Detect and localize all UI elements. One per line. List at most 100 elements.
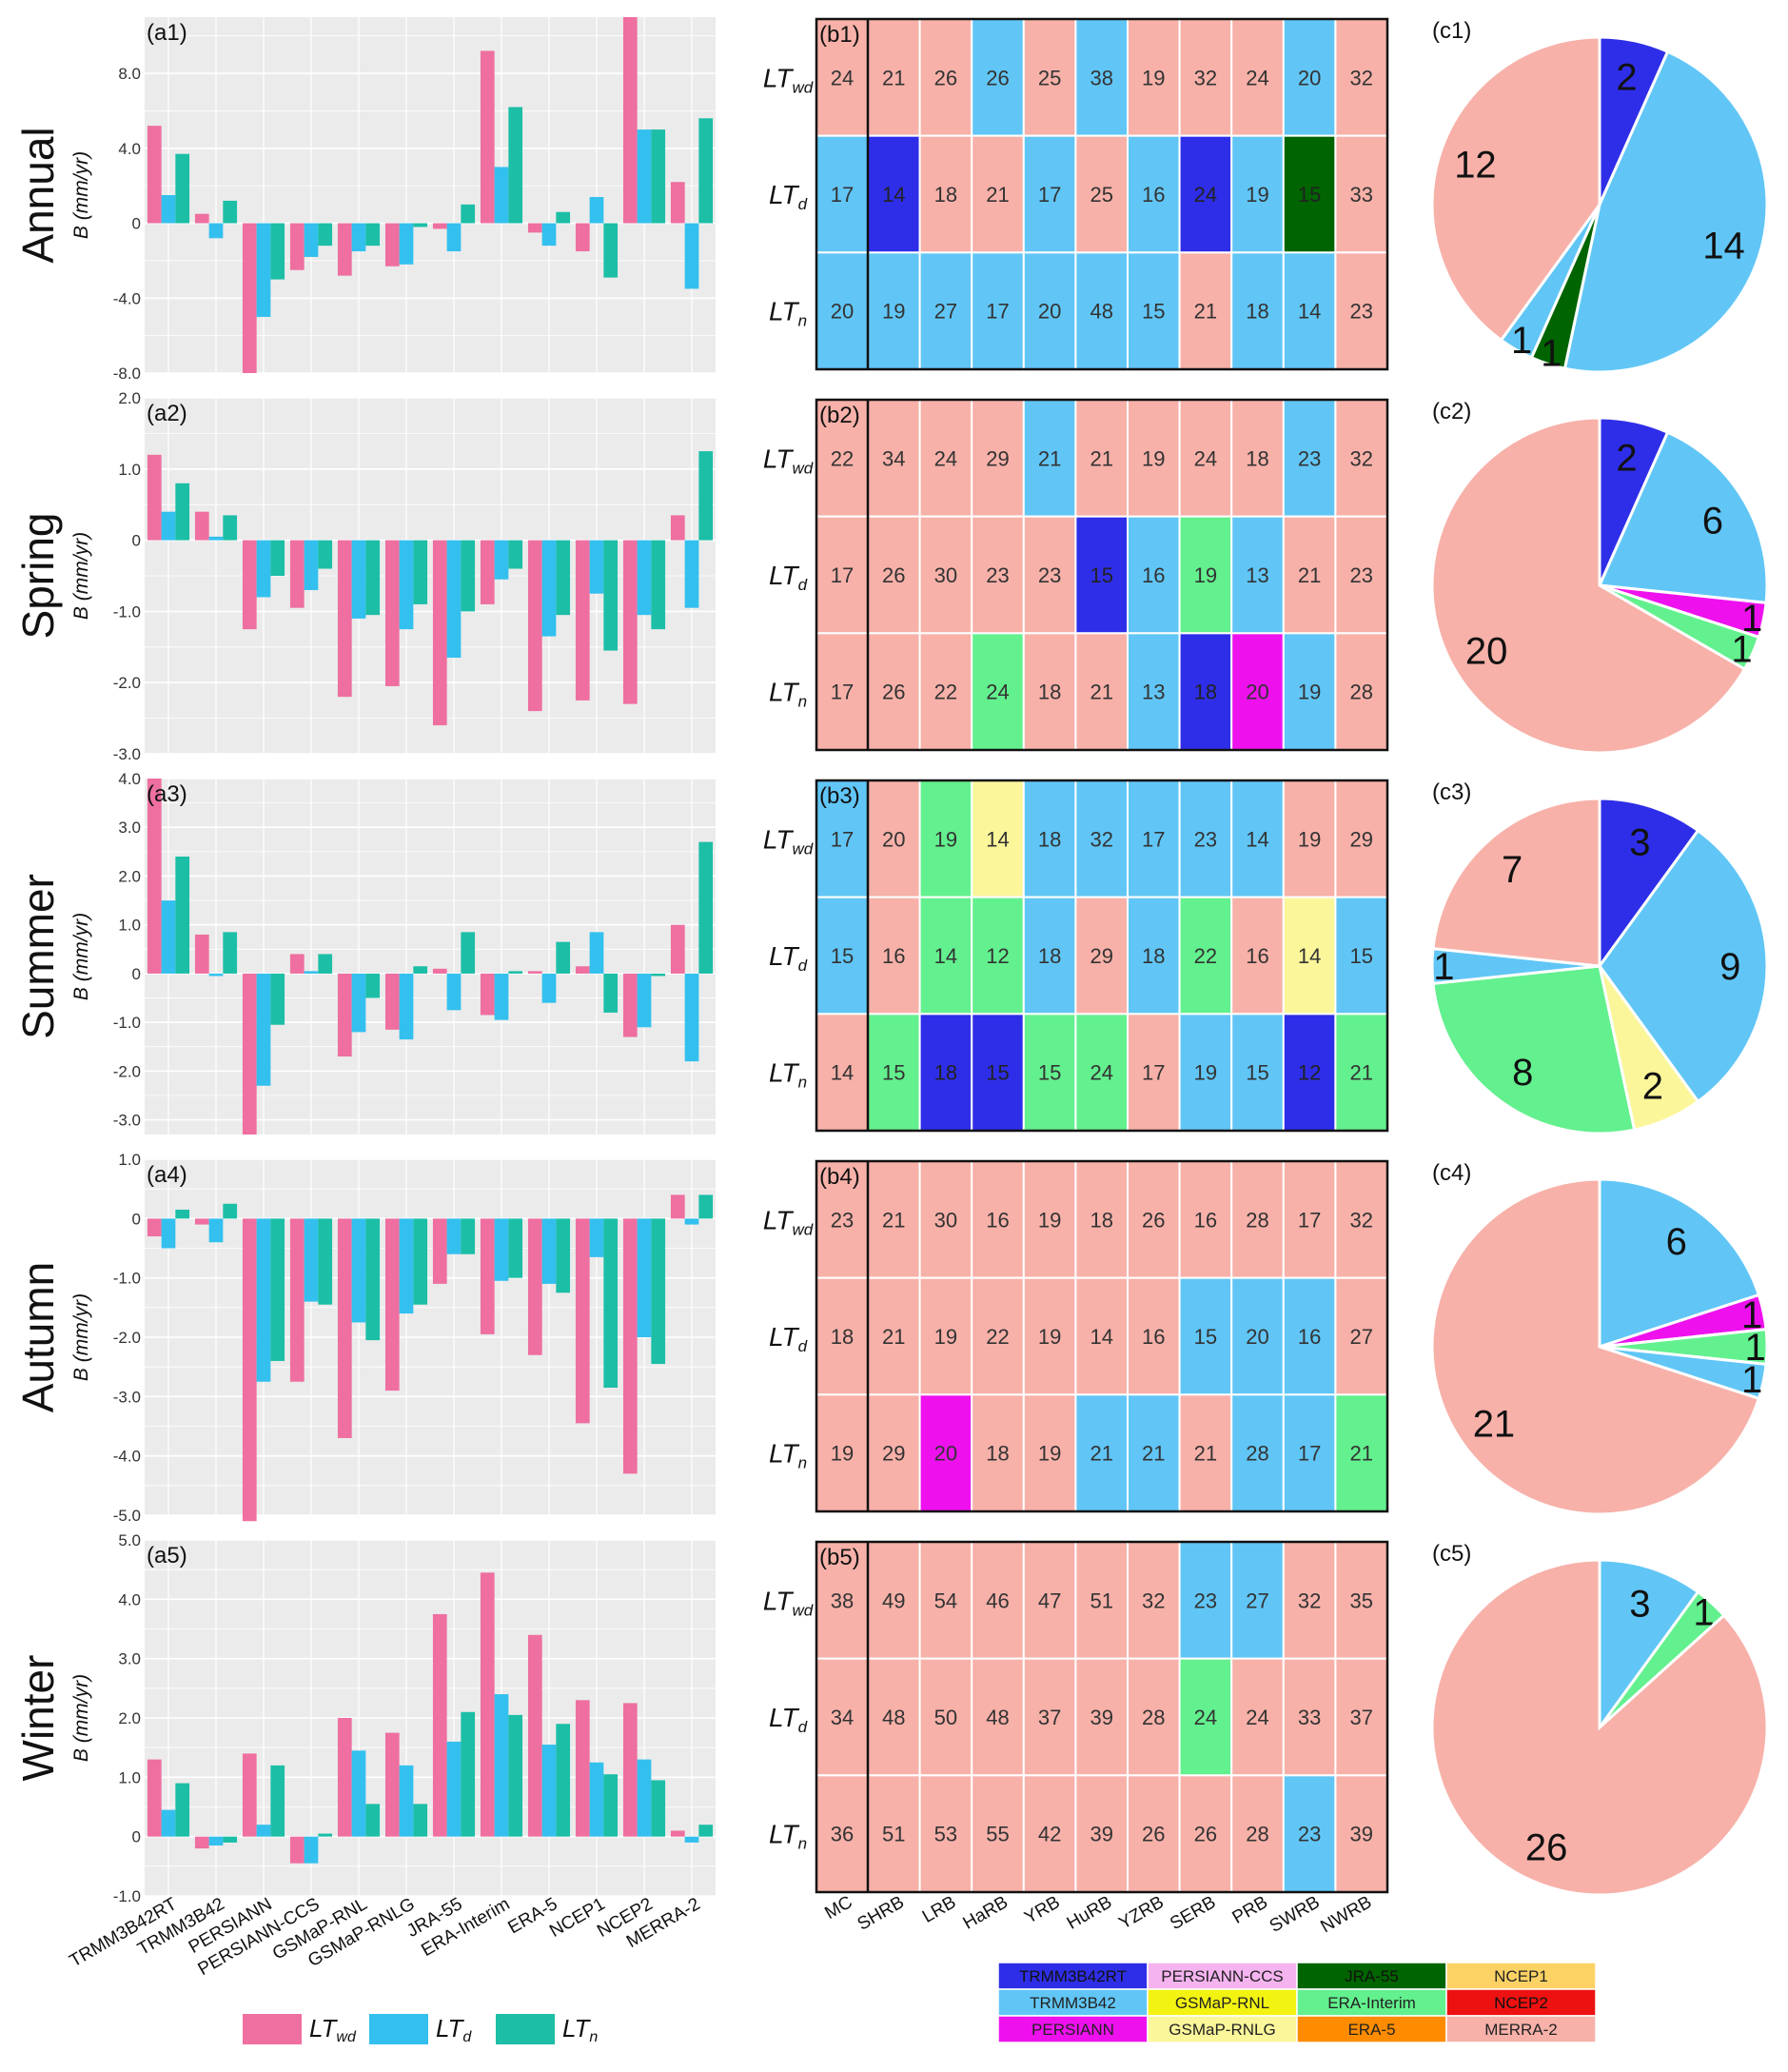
- pie-slice-label: 21: [1473, 1404, 1516, 1446]
- table-cell-value: 20: [934, 1442, 957, 1466]
- legend-label-d: LTd: [436, 2014, 472, 2045]
- pie-slice: [1431, 964, 1637, 1135]
- y-axis-title: B (mm/yr): [70, 532, 92, 620]
- table-cell-value: 15: [1142, 300, 1165, 324]
- table-cell-value: 21: [1349, 1061, 1372, 1085]
- bar-LTd: [541, 1218, 557, 1284]
- row-label-n: LTn: [769, 1820, 807, 1853]
- table-cell-value: 33: [1349, 183, 1372, 207]
- bar-LTn: [508, 107, 523, 224]
- table-cell-value: 22: [986, 1325, 1009, 1349]
- table-cell: [1282, 1276, 1337, 1396]
- panel-label: (b2): [819, 403, 860, 428]
- bar-LTn: [270, 223, 285, 280]
- bar-LTn: [603, 973, 619, 1013]
- table-cell-value: 17: [831, 183, 854, 207]
- bar-LTwd: [289, 954, 305, 974]
- bar-LTwd: [384, 540, 400, 686]
- table-cell: [867, 1276, 921, 1396]
- pie-slice-label: 20: [1465, 631, 1508, 673]
- pie-slice: [1598, 1558, 1700, 1732]
- table-cell: [1178, 779, 1233, 898]
- y-tick-label: 5.0: [118, 1531, 141, 1549]
- table-cell-value: 21: [1090, 681, 1112, 704]
- y-tick-label: 4.0: [118, 770, 141, 788]
- table-cell-value: 21: [1090, 446, 1112, 470]
- y-tick-label: -4.0: [113, 289, 141, 307]
- y-axis-title: B (mm/yr): [70, 1674, 92, 1762]
- table-cell: [971, 134, 1025, 254]
- bar-LTn: [175, 483, 190, 541]
- bar-LTwd: [670, 924, 685, 974]
- table-border: [815, 17, 1389, 371]
- legend-label-d-main: LT: [436, 2014, 465, 2042]
- table-cell-value: 23: [1349, 300, 1372, 324]
- bar-LTwd: [147, 126, 162, 224]
- table-cell-value: 19: [1038, 1208, 1061, 1232]
- bar-LTd: [208, 536, 224, 541]
- bar-LTwd: [384, 973, 400, 1030]
- table-cell-value: 25: [1090, 183, 1112, 207]
- table-cell-value: 32: [1349, 66, 1372, 89]
- table-cell: [1022, 1774, 1077, 1894]
- bar-panel-5: 5.0 4.0 3.0 2.0 1.0 0 -1.0 (a5) Winter B (mm/yr): [13, 1531, 716, 1905]
- table-cell-value: 42: [1038, 1823, 1061, 1846]
- bar-LTwd: [527, 971, 542, 974]
- table-cell-value: 24: [934, 446, 957, 470]
- table-cell-value: 17: [831, 681, 854, 704]
- pie-slice-label: 1: [1731, 629, 1752, 671]
- product-name: MERRA-2: [1484, 2021, 1558, 2039]
- y-tick-label: -8.0: [113, 365, 141, 383]
- bar-LTn: [698, 451, 714, 541]
- row-label-d-main: LT: [769, 180, 799, 209]
- table-cell-value: 23: [1194, 827, 1217, 851]
- product-name: ERA-5: [1347, 2021, 1395, 2039]
- table-cell-value: 20: [1246, 681, 1268, 704]
- row-label-n-main: LT: [769, 297, 799, 326]
- table-cell: [1334, 515, 1389, 635]
- bar-LTwd: [242, 540, 257, 630]
- table-cell: [1127, 1541, 1181, 1660]
- table-cell-value: 48: [882, 1706, 905, 1729]
- table-cell-value: 38: [831, 1589, 854, 1612]
- row-label-n: LTn: [769, 1058, 807, 1092]
- table-cell-value: 21: [882, 1325, 905, 1349]
- table-cell-value: 48: [1090, 300, 1112, 324]
- pie-panel-3: 3 9 2 8 1 7 (c3): [1430, 779, 1769, 1135]
- product-name: TRMM3B42: [1030, 1994, 1116, 2012]
- table-cell-value: 47: [1038, 1589, 1061, 1612]
- bar-LTwd: [670, 182, 685, 224]
- bar-LTn: [365, 973, 381, 998]
- table-cell: [1022, 1013, 1077, 1133]
- row-label-wd-sub: wd: [792, 459, 813, 477]
- pie-slice: [1598, 1177, 1761, 1350]
- y-tick-label: 0: [132, 215, 141, 233]
- bar-LTd: [541, 540, 557, 637]
- table-cell-value: 15: [1349, 944, 1372, 968]
- table-border: [815, 1159, 1389, 1513]
- table-cell: [1178, 18, 1233, 137]
- table-cell-value: 28: [1246, 1442, 1268, 1466]
- table-cell-value: 14: [986, 827, 1009, 851]
- legend-label-wd: LTwd: [309, 2014, 357, 2045]
- table-cell: [1074, 1393, 1130, 1513]
- y-tick-label: -1.0: [113, 1887, 141, 1905]
- table-cell-value: 20: [882, 827, 905, 851]
- bar-LTwd: [147, 779, 162, 974]
- bar-LTd: [446, 540, 462, 659]
- bar-LTd: [446, 1741, 462, 1837]
- table-cell: [867, 1160, 921, 1279]
- row-label-d: LTd: [769, 1703, 808, 1736]
- table-cell: [918, 779, 973, 898]
- bar-LTn: [318, 1218, 333, 1305]
- product-name: TRMM3B42RT: [1019, 1967, 1127, 1985]
- table-cell-value: 15: [882, 1061, 905, 1085]
- bar-LTd: [399, 223, 414, 265]
- bar-LTn: [651, 129, 666, 224]
- table-cell-value: 19: [1038, 1442, 1061, 1466]
- y-tick-label: 0: [132, 1210, 141, 1228]
- table-cell: [1178, 134, 1233, 254]
- bar-panel-2: 2.0 1.0 0 -1.0 -2.0 -3.0 (a2) Spring B (mm/yr): [13, 389, 716, 763]
- bar-LTd: [161, 195, 176, 224]
